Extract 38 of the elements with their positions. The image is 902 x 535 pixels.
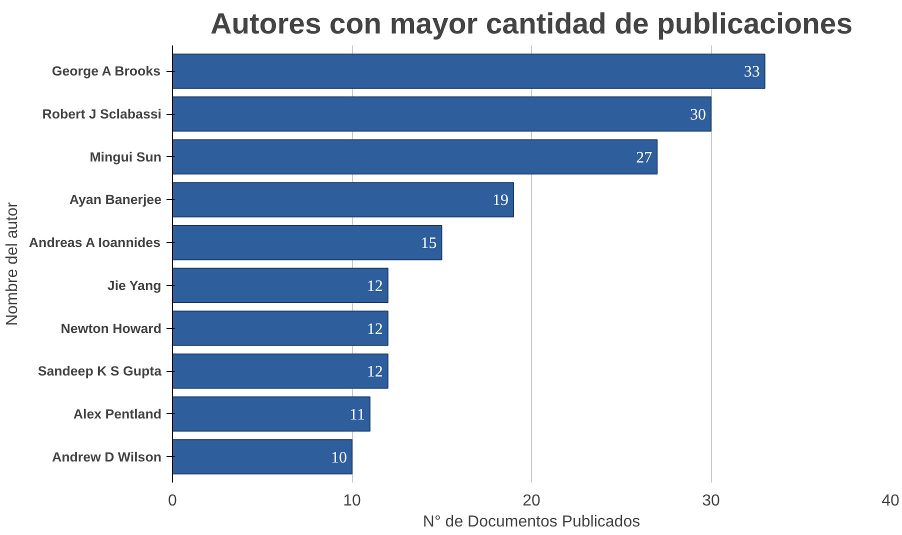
x-tick-label: 20 (522, 492, 540, 510)
x-axis-title: N° de Documentos Publicados (422, 514, 640, 530)
x-tick-label: 40 (882, 492, 900, 510)
x-tick-label: 10 (343, 492, 361, 510)
bar (172, 54, 766, 89)
y-tick-label: Robert J Sclabassi (42, 106, 162, 122)
y-tick-label: Jie Yang (107, 278, 162, 293)
y-tick-label: Newton Howard (60, 320, 162, 336)
bar (172, 139, 658, 175)
bar (172, 224, 442, 260)
data-label: 12 (366, 278, 383, 295)
data-label: 11 (350, 406, 365, 424)
y-tick-label: Sandeep K S Gupta (38, 364, 162, 379)
bar (172, 396, 370, 432)
bar (172, 353, 388, 389)
y-axis-title: Nombre del autor (4, 202, 21, 326)
data-label: 33 (744, 64, 760, 81)
bar (172, 268, 388, 304)
bar (172, 96, 712, 132)
bar (172, 439, 352, 474)
y-tick-label: Ayan Banerjee (69, 192, 162, 208)
data-label: 27 (636, 149, 652, 166)
bar (172, 310, 388, 346)
y-tick-label: Alex Pentland (73, 406, 162, 422)
data-label: 12 (366, 320, 383, 338)
data-label: 15 (420, 235, 437, 252)
bar (172, 182, 514, 218)
y-tick-label: Andrew D Wilson (52, 449, 162, 464)
chart-title: Autores con mayor cantidad de publicaciones (210, 8, 853, 40)
data-label: 10 (331, 449, 347, 466)
data-label: 12 (366, 364, 383, 381)
y-tick-label: Andreas A Ioannides (28, 235, 161, 250)
x-tick-label: 0 (168, 492, 178, 510)
y-tick-label: Mingui Sun (90, 149, 162, 164)
data-label: 19 (492, 192, 509, 210)
x-tick-label: 30 (702, 492, 720, 510)
data-label: 30 (690, 106, 706, 124)
y-tick-label: George A Brooks (52, 64, 161, 79)
